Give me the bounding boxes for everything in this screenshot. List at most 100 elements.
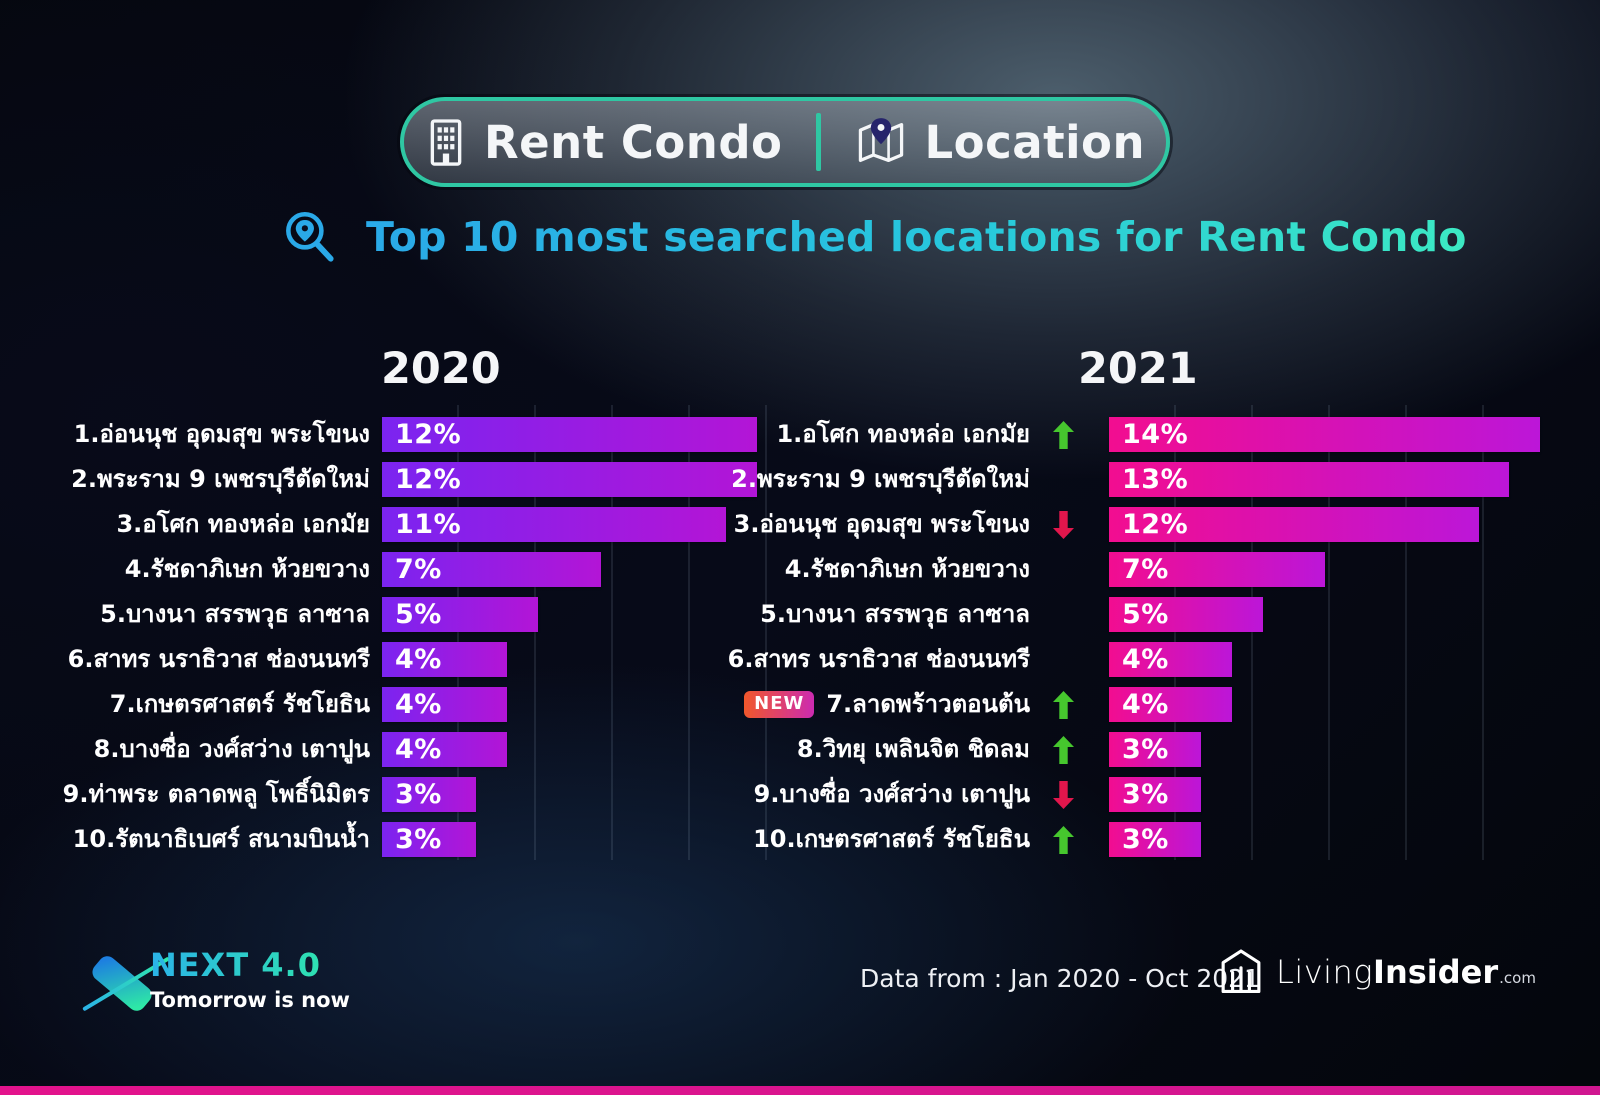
year-heading-2021: 2021 (1078, 344, 1198, 394)
gridline (1328, 405, 1330, 860)
location-label: 1.อ่อนนุช อุดมสุข พระโขนง (73, 419, 370, 448)
percentage-bar: 11% (382, 507, 726, 542)
percentage-value: 4% (395, 734, 442, 765)
trend-down-icon (1030, 510, 1097, 539)
location-label-wrap: 8.บางซื่อ วงศ์สว่าง เตาปูน (85, 734, 370, 765)
percentage-value: 12% (395, 419, 462, 450)
percentage-bar: 12% (382, 417, 757, 452)
percentage-bar: 4% (382, 642, 507, 677)
percentage-value: 11% (395, 509, 462, 540)
percentage-value: 12% (395, 464, 462, 495)
chart-row: 2.พระราม 9 เพชรบุรีตัดใหม่ 12% (71, 457, 757, 502)
bottom-accent-strip (0, 1086, 1600, 1095)
location-label-wrap: 10.เกษตรศาสตร์ รัชโยธิน (753, 824, 1030, 855)
location-label-wrap: 9.ท่าพระ ตลาดพลู โพธิ์นิมิตร (63, 779, 370, 810)
next40-tagline: Tomorrow is now (150, 988, 350, 1012)
location-label: 2.พระราม 9 เพชรบุรีตัดใหม่ (731, 464, 1030, 493)
chart-row: 8.วิทยุ เพลินจิต ชิดลม 3% (790, 727, 1540, 772)
search-location-icon (286, 211, 334, 262)
location-label: 9.ท่าพระ ตลาดพลู โพธิ์นิมิตร (62, 779, 370, 808)
chart-row: 8.บางซื่อ วงศ์สว่าง เตาปูน 4% (85, 727, 757, 772)
map-pin-icon (859, 118, 904, 163)
next40-brand: NEXT 4.0 Tomorrow is now (150, 946, 350, 1012)
location-label-wrap: 9.บางซื่อ วงศ์สว่าง เตาปูน (754, 779, 1030, 810)
gridline (611, 405, 613, 860)
next40-name: NEXT 4.0 (150, 946, 350, 984)
location-label-wrap: 5.บางนา สรรพวุธ ลาซาล (85, 599, 370, 630)
location-label-wrap: 3.อโศก ทองหล่อ เอกมัย (85, 509, 370, 540)
trend-down-icon (1030, 780, 1097, 809)
location-label-wrap: 6.สาทร นราธิวาส ช่องนนทรี (728, 644, 1030, 675)
percentage-value: 5% (395, 599, 442, 630)
location-label-wrap: 1.อโศก ทองหล่อ เอกมัย (776, 419, 1030, 450)
location-label: 3.อโศก ทองหล่อ เอกมัย (116, 509, 370, 538)
gridline (765, 405, 767, 860)
percentage-value: 14% (1122, 419, 1189, 450)
location-label-wrap: 4.รัชดาภิเษก ห้วยขวาง (85, 554, 370, 585)
location-label-wrap: 3.อ่อนนุช อุดมสุข พระโขนง (734, 509, 1030, 540)
page-title: Top 10 most searched locations for Rent … (366, 213, 1467, 261)
chart-row: 7.เกษตรศาสตร์ รัชโยธิน 4% (85, 682, 757, 727)
percentage-bar: 3% (382, 822, 476, 857)
gridline (534, 405, 536, 860)
chart-row: 9.ท่าพระ ตลาดพลู โพธิ์นิมิตร 3% (63, 772, 757, 817)
location-label: 7.ลาดพร้าวตอนต้น (826, 689, 1030, 718)
percentage-bar: 4% (1109, 687, 1233, 722)
trend-up-icon (1030, 690, 1097, 719)
percentage-value: 4% (395, 644, 442, 675)
percentage-value: 7% (1122, 554, 1169, 585)
percentage-bar: 7% (1109, 552, 1325, 587)
percentage-bar: 4% (382, 687, 507, 722)
livinginsider-wordmark: Living Insider .com (1276, 953, 1536, 991)
percentage-bar: 13% (1109, 462, 1510, 497)
location-label: 6.สาทร นราธิวาส ช่องนนทรี (67, 644, 370, 673)
percentage-bar: 5% (1109, 597, 1263, 632)
chart-row: 1.อโศก ทองหล่อ เอกมัย 14% (776, 412, 1541, 457)
percentage-bar: 3% (382, 777, 476, 812)
location-label: 3.อ่อนนุช อุดมสุข พระโขนง (733, 509, 1030, 538)
gridline (457, 405, 459, 860)
pill-divider (816, 113, 822, 171)
year-heading-2020: 2020 (381, 344, 501, 394)
location-label-wrap: 10.รัตนาธิเบศร์ สนามบินน้ำ (73, 824, 370, 855)
location-label: 1.อโศก ทองหล่อ เอกมัย (776, 419, 1030, 448)
location-label: 8.บางซื่อ วงศ์สว่าง เตาปูน (93, 734, 370, 763)
chart-row: 6.สาทร นราธิวาส ช่องนนทรี 4% (68, 637, 757, 682)
chart-2020: 1.อ่อนนุช อุดมสุข พระโขนง 12% 2.พระราม 9 เ… (63, 412, 757, 862)
chart-row: 9.บางซื่อ วงศ์สว่าง เตาปูน 3% (754, 772, 1540, 817)
house-icon (1221, 949, 1261, 994)
trend-up-icon (1030, 420, 1097, 449)
percentage-bar: 14% (1109, 417, 1541, 452)
percentage-bar: 3% (1109, 777, 1202, 812)
percentage-value: 7% (395, 554, 442, 585)
chart-row: 2.พระราม 9 เพชรบุรีตัดใหม่ 13% (731, 457, 1540, 502)
dotcom-text: .com (1499, 968, 1536, 987)
header-pill: Rent Condo Location (400, 97, 1170, 187)
chart-row: NEW 7.ลาดพร้าวตอนต้น 4% (744, 682, 1540, 727)
location-label: 9.บางซื่อ วงศ์สว่าง เตาปูน (753, 779, 1030, 808)
chart-2021: 1.อโศก ทองหล่อ เอกมัย 14% 2.พระราม 9 เพชร… (728, 412, 1541, 862)
location-label: 7.เกษตรศาสตร์ รัชโยธิน (109, 689, 370, 718)
chart-row: 3.อ่อนนุช อุดมสุข พระโขนง 12% (734, 502, 1540, 547)
percentage-value: 4% (395, 689, 442, 720)
location-label: 4.รัชดาภิเษก ห้วยขวาง (784, 554, 1030, 583)
percentage-bar: 3% (1109, 732, 1202, 767)
gridline (1482, 405, 1484, 860)
location-label-wrap: 7.เกษตรศาสตร์ รัชโยธิน (85, 689, 370, 720)
trend-up-icon (1030, 825, 1097, 854)
location-label-wrap: NEW 7.ลาดพร้าวตอนต้น (744, 689, 1030, 720)
rent-condo-tab[interactable]: Rent Condo (425, 116, 783, 169)
location-label-wrap: 1.อ่อนนุช อุดมสุข พระโขนง (74, 419, 370, 450)
gridline (688, 405, 690, 860)
living-text: Living (1276, 952, 1374, 991)
chart-row: 3.อโศก ทองหล่อ เอกมัย 11% (85, 502, 757, 547)
location-label: 10.เกษตรศาสตร์ รัชโยธิน (753, 824, 1030, 853)
chart-row: 4.รัชดาภิเษก ห้วยขวาง 7% (785, 547, 1540, 592)
percentage-bar: 4% (1109, 642, 1233, 677)
percentage-value: 4% (1122, 689, 1169, 720)
title-row: Top 10 most searched locations for Rent … (278, 206, 1467, 268)
location-tab[interactable]: Location (855, 116, 1145, 169)
location-label-wrap: 6.สาทร นราธิวาส ช่องนนทรี (68, 644, 370, 675)
livinginsider-brand: Living Insider .com (1220, 948, 1536, 995)
